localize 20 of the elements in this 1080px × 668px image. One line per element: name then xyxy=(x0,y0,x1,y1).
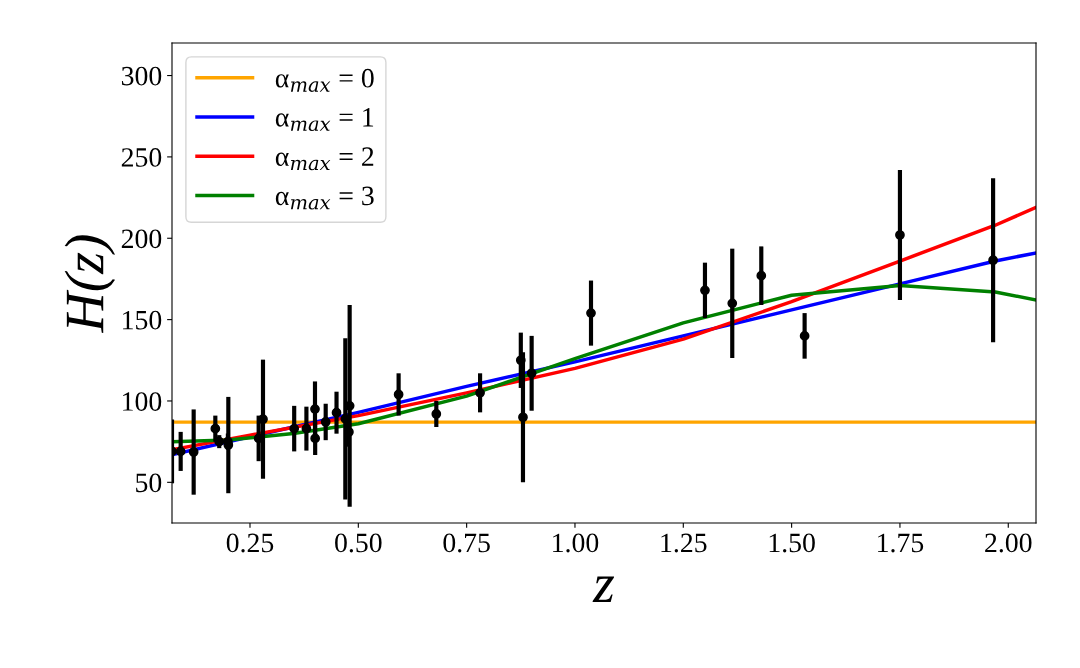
x-tick-label: 1.00 xyxy=(553,533,599,553)
legend-label: α$_{max}$ = 3 xyxy=(275,186,374,210)
legend-label: α$_{max}$ = 1 xyxy=(275,108,374,132)
y-tick-label: 200 xyxy=(121,229,162,249)
x-axis-title: z xyxy=(592,576,615,603)
legend-label: α$_{max}$ = 0 xyxy=(275,68,374,92)
y-tick-label: 300 xyxy=(121,66,162,86)
x-tick-label: 1.50 xyxy=(769,533,815,553)
x-tick-label: 0.75 xyxy=(443,533,490,553)
x-tick-label: 0.50 xyxy=(335,533,382,553)
y-tick-label: 150 xyxy=(123,310,162,330)
y-tick-label: 50 xyxy=(136,473,162,493)
y-axis-title: H(z) xyxy=(64,235,116,333)
y-tick-label: 100 xyxy=(123,392,162,411)
legend-label: α$_{max}$ = 2 xyxy=(275,147,374,171)
x-tick-label: 1.75 xyxy=(878,533,924,553)
x-tick-label: 2.00 xyxy=(985,533,1032,553)
y-tick-label: 250 xyxy=(121,148,162,167)
x-tick-label: 0.25 xyxy=(226,533,274,553)
x-tick-label: 1.25 xyxy=(661,533,707,553)
